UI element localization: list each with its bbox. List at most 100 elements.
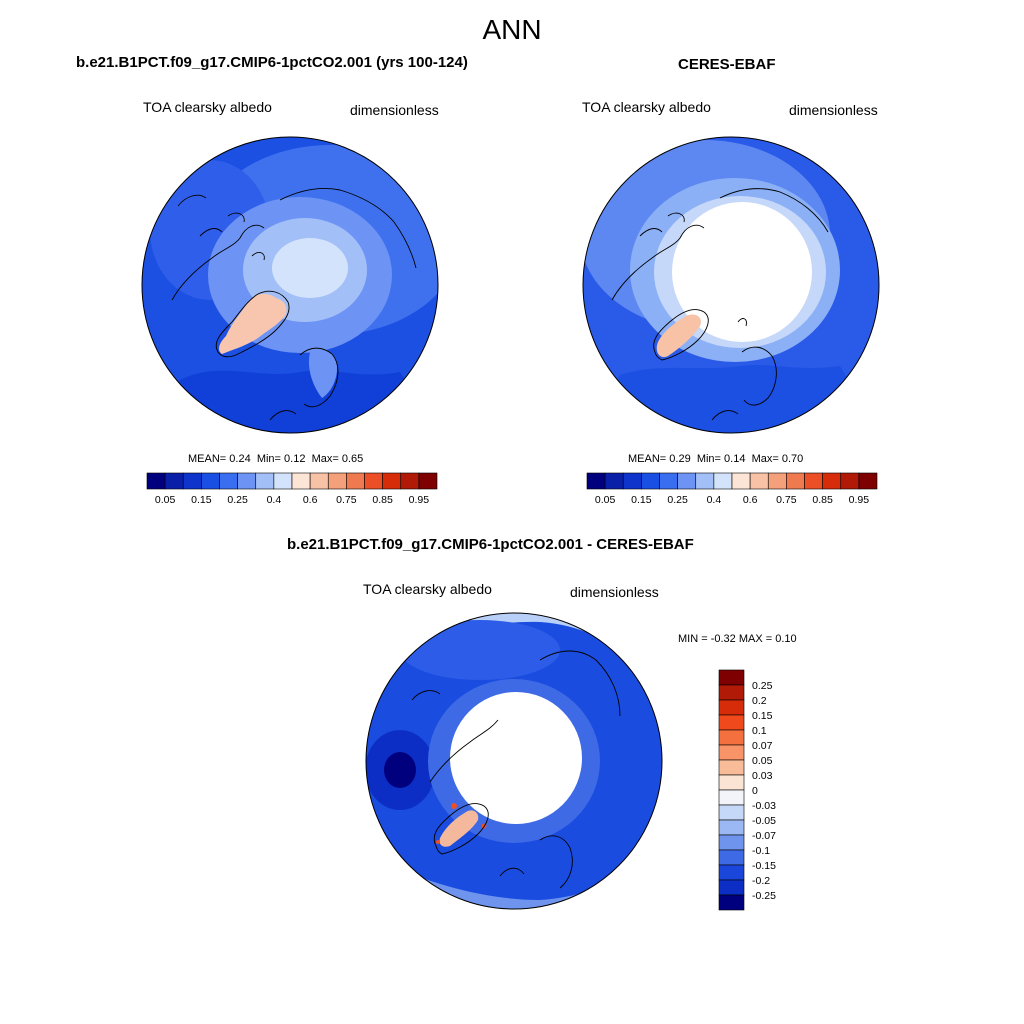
colorbar-swatch — [718, 774, 745, 791]
colorbar-tick-label: 0.25 — [667, 494, 688, 506]
panel1-variable-label: TOA clearsky albedo — [143, 99, 272, 115]
map-ceres — [583, 137, 879, 433]
albedo-zone — [142, 370, 438, 433]
colorbar-swatch — [164, 472, 184, 490]
colorbar-ceres: 0.05 0.15 0.25 0.4 0.6 0.75 0.85 0.95 — [586, 472, 878, 506]
diff-zone — [384, 752, 416, 788]
colorbar-tick-label: -0.25 — [752, 890, 776, 902]
colorbar-tick-label: -0.2 — [752, 875, 770, 887]
colorbar-swatch — [273, 472, 293, 490]
colorbar-swatch — [695, 472, 715, 490]
min-label: Min= — [256, 453, 281, 465]
panel2-variable-label: TOA clearsky albedo — [582, 99, 711, 115]
panel2-title: CERES-EBAF — [678, 56, 776, 73]
colorbar-tick-label: 0.95 — [849, 494, 870, 506]
max-value: 0.10 — [775, 633, 797, 645]
max-label: Max= — [311, 453, 339, 465]
colorbar-swatch — [713, 472, 733, 490]
diff-zone — [400, 620, 560, 680]
greenland-diff — [439, 810, 479, 847]
colorbar-difference: 0.25 0.2 0.15 0.1 0.07 0.05 0.03 0 -0.03 -0.05 -0.… — [718, 669, 776, 911]
figure-title: ANN — [482, 14, 542, 45]
colorbar-swatch — [718, 819, 745, 836]
map-model — [142, 137, 438, 433]
min-value: -0.32 — [710, 633, 736, 645]
colorbar-tick-label: 0.05 — [752, 755, 773, 767]
colorbar-swatch — [659, 472, 678, 490]
colorbar-swatch — [718, 834, 745, 851]
panel1-stats: MEAN= 0.24 Min= 0.12 Max= 0.65 — [188, 453, 363, 465]
mean-value: 0.29 — [669, 453, 691, 465]
missing-data-polar-cap — [672, 202, 812, 342]
positive-diff-spot — [451, 803, 457, 809]
colorbar-tick-label: 0.6 — [303, 494, 318, 506]
colorbar-swatch — [146, 472, 166, 490]
positive-diff-spot — [436, 840, 440, 844]
max-value: 0.70 — [781, 453, 804, 465]
canada-coast — [611, 224, 705, 301]
greenland-coast — [653, 309, 709, 361]
colorbar-tick-label: 0.4 — [267, 494, 282, 506]
colorbar-swatch — [346, 472, 365, 490]
colorbar-tick-label: 0.25 — [752, 680, 773, 692]
colorbar-swatch — [749, 472, 769, 490]
canada-coast — [429, 719, 499, 783]
colorbar-swatch — [718, 699, 745, 716]
colorbar-swatch — [255, 472, 275, 490]
panel1-title: b.e21.B1PCT.f09_g17.CMIP6-1pctCO2.001 (y… — [76, 54, 468, 71]
coastlines — [171, 188, 417, 421]
coast-detail — [411, 690, 525, 877]
colorbar-tick-label: 0.85 — [372, 494, 393, 506]
panel2-units-label: dimensionless — [789, 102, 878, 118]
colorbar-tick-label: 0.2 — [752, 695, 767, 707]
colorbar-swatch — [718, 849, 745, 866]
colorbar-swatch — [219, 472, 238, 490]
colorbar-tick-label: -0.03 — [752, 800, 776, 812]
colorbar-swatch — [677, 472, 697, 490]
colorbar-tick-label: 0.75 — [336, 494, 357, 506]
colorbar-swatch — [718, 864, 745, 881]
colorbar-tick-label: -0.07 — [752, 830, 776, 842]
colorbar-swatch — [858, 472, 878, 490]
scandinavia-coast — [741, 346, 777, 406]
siberia-coast — [539, 650, 621, 717]
coast-detail — [177, 194, 297, 421]
greenland-coast — [215, 290, 290, 358]
colorbar-swatch — [237, 472, 257, 490]
colorbar-tick-label: 0.15 — [631, 494, 652, 506]
colorbar-swatch — [586, 472, 606, 490]
colorbar-tick-label: 0.05 — [155, 494, 176, 506]
colorbar-swatch — [731, 472, 751, 490]
colorbar-swatch — [291, 472, 311, 490]
colorbar-tick-label: 0.85 — [812, 494, 833, 506]
panel1-units-label: dimensionless — [350, 102, 439, 118]
greenland-coast — [433, 803, 489, 855]
panel3-variable-label: TOA clearsky albedo — [363, 581, 492, 597]
colorbar-swatch — [718, 684, 745, 701]
mean-value: 0.24 — [229, 453, 251, 465]
siberia-coast — [719, 188, 829, 233]
max-label: Max= — [751, 453, 779, 465]
siberia-coast — [279, 188, 417, 269]
map-difference-border — [365, 612, 663, 910]
colorbar-tick-label: 0.4 — [707, 494, 722, 506]
colorbar-tick-label: 0 — [752, 785, 758, 797]
colorbar-swatch — [400, 472, 420, 490]
colorbar-tick-label: 0.25 — [227, 494, 248, 506]
colorbar-swatch — [767, 472, 787, 490]
colorbar-swatch — [718, 744, 745, 761]
colorbar-swatch — [201, 472, 220, 490]
colorbar-swatch — [804, 472, 823, 490]
colorbar-model: 0.05 0.15 0.25 0.4 0.6 0.75 0.85 0.95 — [146, 472, 438, 506]
panel3-units-label: dimensionless — [570, 584, 659, 600]
colorbar-swatch — [718, 804, 745, 821]
colorbar-swatch — [718, 789, 745, 806]
max-label: MAX = — [738, 633, 773, 645]
max-value: 0.65 — [341, 453, 364, 465]
panel3-stats: MIN = -0.32 MAX = 0.10 — [678, 633, 797, 645]
albedo-zone — [272, 238, 348, 298]
mean-label: MEAN= — [628, 453, 667, 465]
coastlines — [611, 188, 829, 421]
canada-coast — [171, 224, 265, 301]
mean-label: MEAN= — [188, 453, 227, 465]
